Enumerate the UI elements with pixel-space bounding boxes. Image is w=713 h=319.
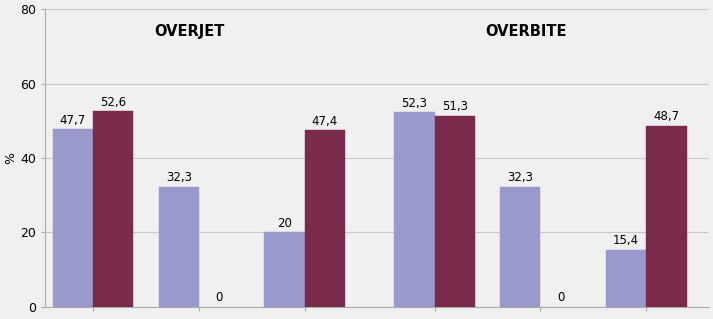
Text: OVERBITE: OVERBITE xyxy=(486,24,567,39)
Text: 48,7: 48,7 xyxy=(653,110,679,123)
Bar xyxy=(265,233,304,307)
Text: 32,3: 32,3 xyxy=(507,171,533,184)
Text: 32,3: 32,3 xyxy=(165,171,192,184)
Bar xyxy=(304,130,345,307)
Bar xyxy=(606,249,646,307)
Bar xyxy=(158,187,199,307)
Bar xyxy=(93,111,133,307)
Text: 52,6: 52,6 xyxy=(101,95,126,108)
Text: 20: 20 xyxy=(277,217,292,230)
Y-axis label: %: % xyxy=(4,152,17,164)
Text: 0: 0 xyxy=(557,291,565,304)
Text: 52,3: 52,3 xyxy=(401,97,427,110)
Bar xyxy=(394,112,435,307)
Bar xyxy=(53,129,93,307)
Text: 0: 0 xyxy=(215,291,222,304)
Bar xyxy=(435,116,475,307)
Bar xyxy=(500,187,540,307)
Text: 51,3: 51,3 xyxy=(442,100,468,113)
Text: 15,4: 15,4 xyxy=(613,234,639,247)
Text: 47,7: 47,7 xyxy=(60,114,86,127)
Text: OVERJET: OVERJET xyxy=(154,24,225,39)
Text: 47,4: 47,4 xyxy=(312,115,338,128)
Bar xyxy=(646,126,687,307)
